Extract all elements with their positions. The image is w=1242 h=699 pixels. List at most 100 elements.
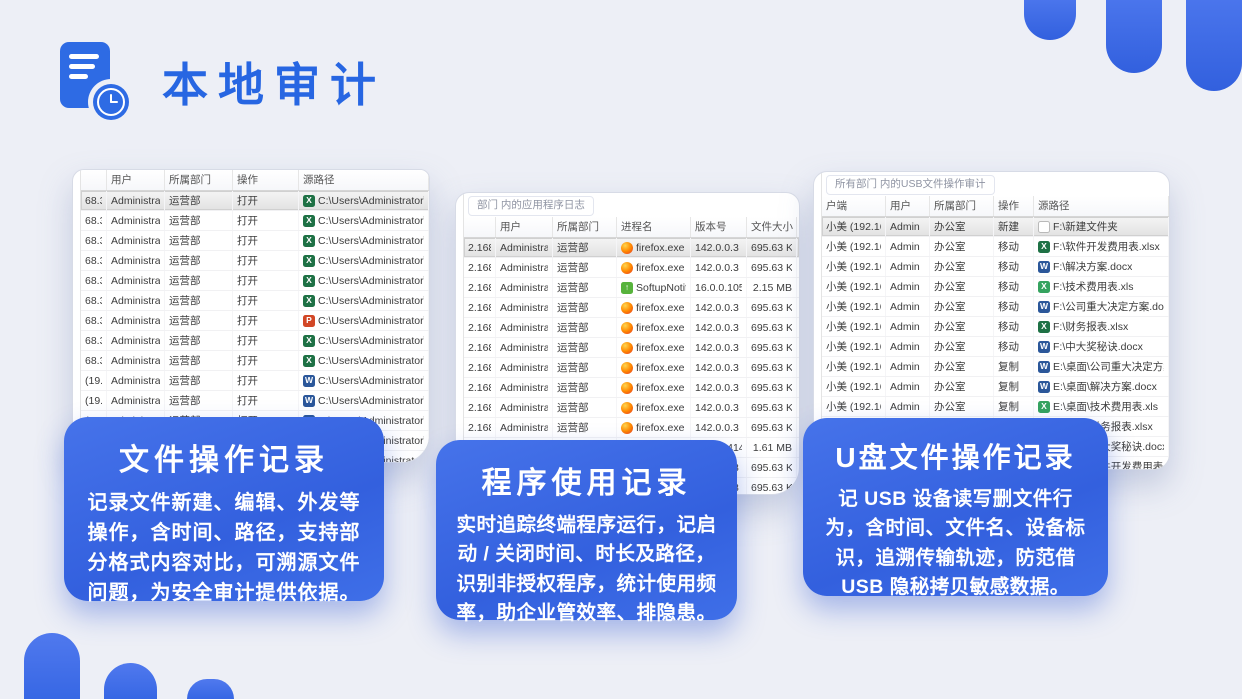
table-cell: 695.63 KB	[747, 458, 797, 477]
cell-text: 移动	[998, 301, 1019, 313]
cell-text: 运营部	[557, 402, 589, 414]
cell-text: 办公室	[934, 241, 966, 253]
cell-text: 2.168.3...	[468, 301, 491, 314]
cell-text: Administra...	[500, 341, 548, 354]
cell-text: firefox.exe	[636, 421, 685, 434]
table-cell: 办公室	[930, 397, 994, 416]
firefox-icon	[621, 241, 633, 254]
cell-text: Admin	[890, 220, 920, 233]
table-header: 户端 用户 所属部门 操作 源路径	[822, 196, 1169, 217]
table-cell: 运营部	[165, 351, 233, 370]
table-cell: W F:\解决方案.docx	[1034, 257, 1169, 276]
cell-text: 办公室	[934, 381, 966, 393]
document-clock-icon	[60, 42, 136, 122]
column-header: 所属部门	[165, 170, 233, 190]
cell-text: C:\Users\Administrator\Desk	[318, 374, 424, 387]
cell-text: E:\桌面\公司重大决定方案.docx	[1053, 361, 1164, 373]
table-cell: 打开	[233, 231, 299, 250]
header: 本地审计	[60, 42, 386, 122]
word-icon: W	[1038, 300, 1050, 313]
table-cell: 运营部	[165, 371, 233, 390]
table-cell: 办公室	[930, 237, 994, 256]
table-cell: Administra...	[496, 338, 553, 357]
table-cell: 移动	[994, 337, 1034, 356]
table-cell: ↑SoftupNotif...	[617, 278, 691, 297]
table-cell: 运营部	[165, 391, 233, 410]
cell-text: 142.0.0.3	[695, 421, 739, 434]
table-cell: 运营部	[165, 191, 233, 210]
cell-text: 运营部	[169, 395, 201, 407]
table-row: 2.168.3... Administra... 运营部 firefox.exe 142…	[464, 238, 799, 258]
cell-text: 68.3...	[85, 294, 102, 307]
table-cell: Firefox	[797, 378, 799, 397]
cell-text: 2.15 MB	[752, 281, 792, 294]
cell-text: firefox.exe	[636, 401, 685, 414]
table-row: 68.3... Administra... 运营部 打开 XC:\Users\Admin…	[81, 331, 429, 351]
table-cell: 68.3...	[81, 251, 107, 270]
table-cell: 小美 (192.16...	[822, 357, 886, 376]
table-cell: X F:\技术费用表.xls	[1034, 277, 1169, 296]
table-cell: 142.0.0.3	[691, 258, 747, 277]
cell-text: 2.168.3...	[468, 261, 491, 274]
table-cell: 运营部	[553, 358, 617, 377]
cell-text: 复制	[998, 401, 1019, 413]
cell-text: 运营部	[169, 255, 201, 267]
cell-text: 复制	[998, 361, 1019, 373]
column-header: 户端	[822, 196, 886, 216]
table-cell: 142.0.0.3	[691, 398, 747, 417]
window-title-text: 部门 内的应用程序日志	[468, 196, 594, 216]
table-cell: Firefox	[797, 258, 799, 277]
table-cell: 运营部	[553, 238, 617, 257]
word-icon: W	[303, 374, 315, 387]
table-cell: Administra...	[496, 278, 553, 297]
table-cell: Firefox	[797, 478, 799, 494]
table-row: 68.3... Administra... 运营部 打开 XC:\Users\Admin…	[81, 231, 429, 251]
cell-text: 运营部	[169, 235, 201, 247]
window-title-text: 所有部门 内的USB文件操作审计	[826, 175, 995, 195]
card-body: 实时追踪终端程序运行，记启 动 / 关闭时间、时长及路径， 识别非授权程序，统计…	[456, 514, 717, 624]
cell-text: F:\公司重大决定方案.docx	[1053, 301, 1164, 313]
table-cell: WE:\桌面\公司重大决定方案.docx	[1034, 357, 1169, 376]
decor-pill-top-1	[1024, 0, 1076, 40]
cell-text: 运营部	[557, 262, 589, 274]
table-cell: W E:\桌面\解决方案.docx	[1034, 377, 1169, 396]
column-header: 版本号	[691, 217, 747, 237]
table-cell: Admin	[886, 237, 930, 256]
table-cell: Administra...	[107, 231, 165, 250]
table-cell: firefox.exe	[617, 338, 691, 357]
excel-icon: X	[303, 294, 315, 307]
cell-text: Administra...	[500, 381, 548, 394]
table-row: 68.3... Administra... 运营部 打开 XC:\Users\Admin…	[81, 351, 429, 371]
cell-text: 1.61 MB	[752, 441, 792, 454]
cell-text: (19...	[85, 374, 102, 387]
table-cell: XC:\Users\Administrator\Desk	[299, 291, 429, 310]
cell-text: Administra...	[111, 214, 160, 227]
table-cell: firefox.exe	[617, 258, 691, 277]
table-cell: WC:\Users\Administrator\Desk	[299, 391, 429, 410]
cell-text: C:\Users\Administrator\Desk	[318, 254, 424, 267]
table-cell: 2.15 MB	[747, 278, 797, 297]
page-title: 本地审计	[162, 59, 386, 111]
cell-text: 运营部	[169, 275, 201, 287]
table-cell: Administra...	[496, 258, 553, 277]
table-cell: XC:\Users\Administrator\Desk	[299, 211, 429, 230]
table-cell: 695.63 KB	[747, 338, 797, 357]
cell-text: 小美 (192.16...	[826, 341, 881, 353]
cell-text: Administra...	[500, 421, 548, 434]
table-cell: 695.63 KB	[747, 398, 797, 417]
table-cell: 2345加	[797, 438, 799, 457]
column-header: 进程名	[617, 217, 691, 237]
cell-text: 142.0.0.3	[695, 381, 739, 394]
table-cell: firefox.exe	[617, 298, 691, 317]
column-header: 源路径	[1034, 196, 1169, 216]
table-row: 68.3... Administra... 运营部 打开 XC:\Users\Admin…	[81, 291, 429, 311]
cell-text: firefox.exe	[636, 241, 685, 254]
cell-text: Administra...	[111, 354, 160, 367]
table-cell: 移动	[994, 317, 1034, 336]
cell-text: 142.0.0.3	[695, 361, 739, 374]
firefox-icon	[621, 341, 633, 354]
table-cell: Firefox	[797, 358, 799, 377]
cell-text: 695.63 KB	[751, 301, 792, 314]
cell-text: Admin	[890, 340, 920, 353]
table-cell: 小美 (192.16...	[822, 317, 886, 336]
